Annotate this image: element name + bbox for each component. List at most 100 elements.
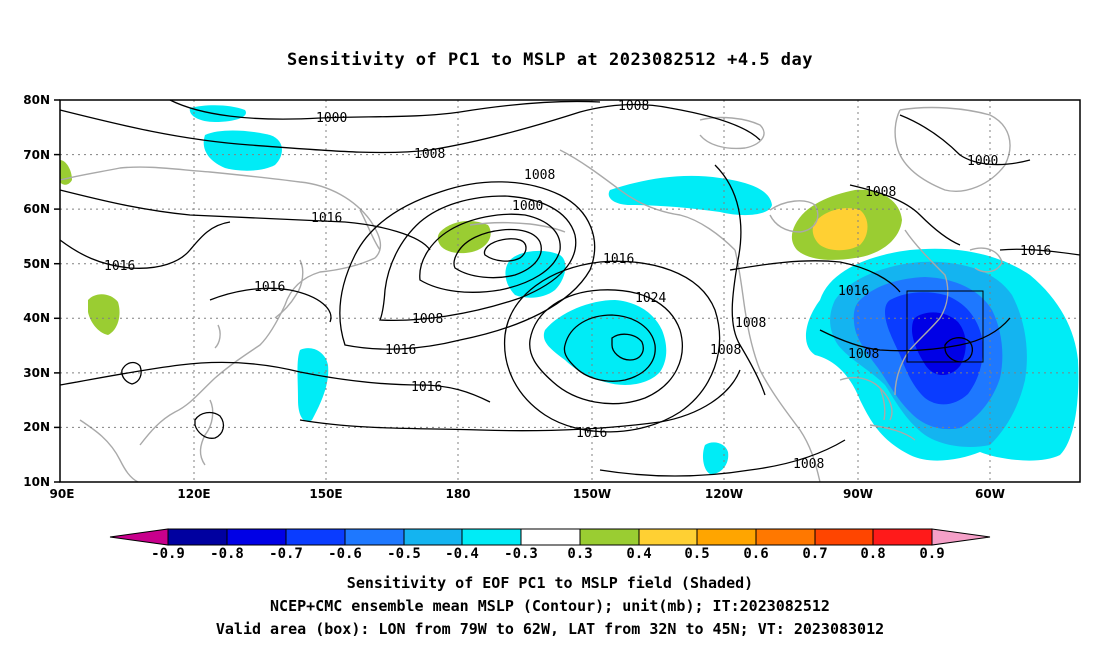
- contour-1008-atlantic: [819, 317, 1011, 352]
- contour-low-996: [483, 238, 527, 262]
- contour-label: 1000: [512, 199, 543, 214]
- colorbar-label: -0.4: [445, 546, 479, 562]
- shade-negative-siberia: [203, 130, 282, 171]
- colorbar-label: -0.9: [151, 546, 185, 562]
- colorbar-label: -0.3: [504, 546, 538, 562]
- colorbar-swatch: [638, 528, 698, 546]
- colorbar-swatch: [755, 528, 816, 546]
- contour-label: 1008: [848, 347, 879, 362]
- contour-low-1000: [453, 228, 542, 279]
- contour-1016-atlantic: [999, 248, 1081, 256]
- colorbar-label: 0.8: [860, 546, 885, 562]
- coast-na-west: [734, 249, 821, 483]
- contour-1000-greenland: [899, 114, 1031, 166]
- colorbar-swatch: [167, 528, 228, 546]
- colorbar-swatch: [344, 528, 405, 546]
- contour-high-1020: [529, 289, 683, 405]
- contour-label: 1000: [967, 154, 998, 169]
- coast-greenland: [894, 106, 1011, 192]
- coast-asia-east: [139, 257, 376, 446]
- colorbar-swatch: [285, 528, 346, 546]
- contour-low-1004: [419, 213, 561, 293]
- contour-1016-pacific-south: [299, 369, 741, 432]
- colorbar-swatch: [696, 528, 757, 546]
- colorbar-label: -0.5: [387, 546, 421, 562]
- colorbar-label: 0.4: [626, 546, 651, 562]
- contour-1016-asia2: [59, 221, 231, 269]
- coast-hudson: [769, 200, 819, 233]
- contour-label: 1016: [838, 284, 869, 299]
- contour-label: 1008: [735, 316, 766, 331]
- coast-indochina: [79, 419, 139, 483]
- contour-label: 1008: [618, 99, 649, 114]
- colorbar-swatch: [403, 528, 463, 546]
- lat-tick-label: 10N: [23, 475, 50, 489]
- coast-newfoundland: [969, 247, 1003, 273]
- colorbar-swatch: [872, 528, 933, 546]
- lat-tick-label: 60N: [23, 202, 50, 216]
- coast-arctic-islands: [699, 116, 765, 150]
- contour-label: 1016: [576, 426, 607, 441]
- contour-1000-north: [169, 99, 601, 120]
- colorbar-label: -0.6: [328, 546, 362, 562]
- colorbar-label: 0.9: [919, 546, 944, 562]
- contour-low-1008: [379, 195, 577, 321]
- contour-1008-na: [714, 164, 766, 396]
- lat-tick-label: 50N: [23, 257, 50, 271]
- contour-label: 1016: [104, 259, 135, 274]
- lon-tick-label: 120W: [705, 487, 743, 501]
- shade-positive-canada-core: [812, 208, 868, 251]
- contour-small-ring-asia2: [121, 361, 142, 385]
- shade-negative-eastpac: [702, 442, 729, 475]
- colorbar-label: 0.6: [743, 546, 768, 562]
- lat-ticks: [54, 99, 60, 483]
- colorbar-swatch: [226, 528, 287, 546]
- contour-labels: 1000 1008 1000 1016 1008 1016 1008 1000 …: [104, 99, 1051, 472]
- contour-label: 1016: [411, 380, 442, 395]
- contour-label: 1008: [710, 343, 741, 358]
- contour-1008-atlantic-north: [849, 184, 961, 246]
- colorbar-swatch: [814, 528, 874, 546]
- map-border: [59, 99, 1081, 483]
- colorbar-label: 0.5: [684, 546, 709, 562]
- coast-taiwan: [214, 324, 221, 349]
- coast-aleutians: [469, 221, 566, 233]
- coast-na-east: [894, 229, 949, 396]
- contour-1008-pacific-east: [599, 439, 846, 477]
- colorbar-right-arrow: [931, 528, 991, 546]
- lon-tick-label: 150W: [573, 487, 611, 501]
- coast-asia-north: [59, 166, 382, 259]
- colorbar-label: -0.7: [269, 546, 303, 562]
- colorbar-label: 0.7: [802, 546, 827, 562]
- coastlines: [59, 106, 1011, 483]
- footer-shaded-description: Sensitivity of EOF PC1 to MSLP field (Sh…: [346, 574, 754, 592]
- colorbar-label: -0.8: [210, 546, 244, 562]
- colorbar: [109, 528, 991, 546]
- footer-contour-description: NCEP+CMC ensemble mean MSLP (Contour); u…: [270, 597, 830, 615]
- contour-high-outer: [503, 260, 721, 433]
- contour-label: 1008: [865, 185, 896, 200]
- contour-label: 1016: [254, 280, 285, 295]
- colorbar-left-arrow: [109, 528, 169, 546]
- lon-tick-label: 60W: [975, 487, 1005, 501]
- lon-tick-label: 150E: [309, 487, 342, 501]
- colorbar-label: 0.3: [567, 546, 592, 562]
- contour-label: 1008: [524, 168, 555, 183]
- lon-tick-label: 120E: [177, 487, 210, 501]
- lon-tick-label: 90E: [50, 487, 75, 501]
- colorbar-swatch: [461, 528, 522, 546]
- coast-japan: [274, 259, 304, 319]
- colorbar-swatch: [579, 528, 640, 546]
- lat-tick-label: 40N: [23, 311, 50, 325]
- lat-tick-label: 80N: [23, 93, 50, 107]
- contour-label: 1008: [793, 457, 824, 472]
- graticule: [60, 100, 1080, 482]
- contour-1016-na: [729, 260, 901, 293]
- lat-tick-label: 70N: [23, 148, 50, 162]
- contour-label: 1016: [385, 343, 416, 358]
- contour-label: 1024: [635, 291, 666, 306]
- shade-negative-gulf-alaska: [608, 175, 772, 216]
- valid-area-box: [906, 290, 984, 363]
- contour-low-outer: [339, 181, 596, 350]
- footer-valid-area: Valid area (box): LON from 79W to 62W, L…: [215, 620, 885, 638]
